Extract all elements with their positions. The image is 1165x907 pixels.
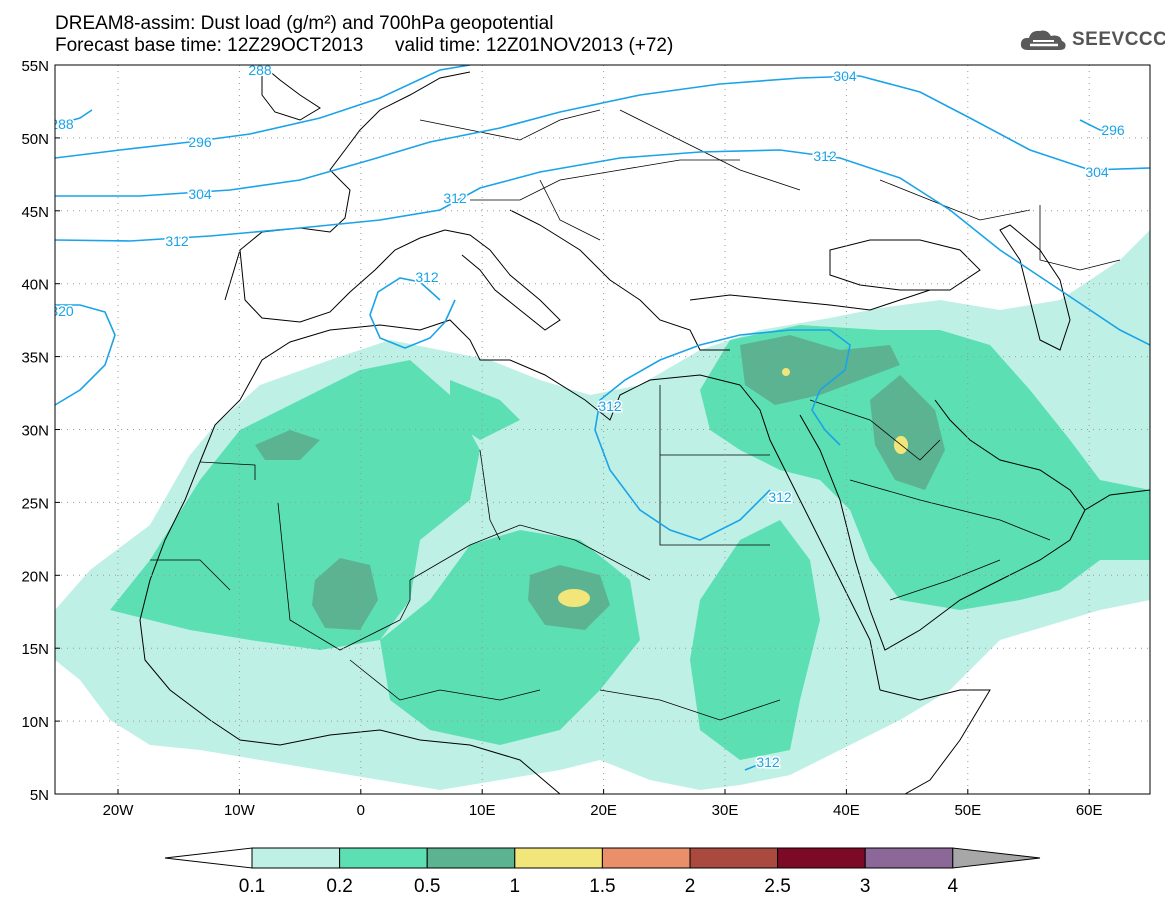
- dust-region-levant-core: [740, 335, 900, 405]
- contour-label: 320: [50, 303, 74, 319]
- contour-label: 312: [756, 754, 780, 770]
- dust-region-iraq-core: [870, 375, 945, 490]
- contour-label: 288: [50, 116, 74, 132]
- coast-north-africa: [199, 319, 741, 463]
- geopotential-contours: [55, 65, 1150, 771]
- lon-label: 0: [357, 802, 365, 819]
- lat-label: 5N: [30, 787, 49, 804]
- contour-labels: 288 288 296 296 304 304 304 312 312 312 312 312 312 3…: [50, 62, 1126, 772]
- country-borders: [150, 109, 1121, 721]
- coast-turkey: [689, 289, 931, 311]
- dust-load-shading: [55, 230, 1150, 790]
- legend-swatch: [777, 847, 866, 869]
- lon-label: 10W: [224, 802, 256, 819]
- contour-label: 296: [1101, 122, 1125, 138]
- dust-maximum-chad: [558, 589, 590, 607]
- lat-label: 10N: [21, 714, 49, 731]
- legend-tick-label: 1: [510, 876, 521, 897]
- contour-label: 312: [443, 190, 467, 206]
- dust-maximum-levant: [782, 368, 790, 376]
- lat-label: 30N: [21, 423, 49, 440]
- lat-label: 40N: [21, 277, 49, 294]
- seevccc-logo: SEEVCCC: [1018, 26, 1165, 54]
- lat-label: 55N: [21, 58, 49, 75]
- contour-304-north: [55, 75, 1150, 197]
- coastlines: [139, 65, 1150, 794]
- contour-296-ne: [1079, 119, 1125, 131]
- coast-levant-red-sea: [739, 384, 881, 691]
- lat-label: 20N: [21, 568, 49, 585]
- dust-region-mali-core: [312, 558, 378, 630]
- contour-label: 304: [833, 68, 857, 84]
- coast-caspian: [999, 224, 1071, 351]
- legend-tick-label: 1.5: [589, 876, 615, 897]
- legend-swatch: [864, 847, 954, 869]
- lat-label: 50N: [21, 131, 49, 148]
- contour-label: 304: [188, 186, 212, 202]
- contour-312-west-med: [369, 277, 456, 349]
- legend-swatch: [514, 847, 603, 869]
- coast-british-isles: [261, 65, 321, 121]
- legend-tick-label: 0.5: [414, 876, 440, 897]
- cloud-icon: [1020, 30, 1066, 50]
- legend-tick-label: 2.5: [764, 876, 790, 897]
- lat-label: 45N: [21, 204, 49, 221]
- lat-label: 35N: [21, 350, 49, 367]
- legend-tick-label: 3: [860, 876, 871, 897]
- contour-288-nw: [55, 109, 93, 126]
- legend-overflow-triangle: [952, 847, 1041, 869]
- lon-label: 50E: [954, 802, 981, 819]
- lon-label: 10E: [469, 802, 496, 819]
- graticule: [55, 65, 1150, 794]
- legend-tick-label: 4: [948, 876, 959, 897]
- coast-black-sea: [829, 239, 981, 291]
- contour-312-africa: [594, 329, 851, 541]
- forecast-time-line: Forecast base time: 12Z29OCT2013 valid t…: [55, 35, 674, 56]
- contour-label: 312: [768, 489, 792, 505]
- legend-swatch: [339, 847, 428, 869]
- dust-region-west-sahara: [110, 360, 480, 650]
- contour-label: 304: [1085, 164, 1109, 180]
- color-legend: 0.1 0.2 0.5 1 1.5 2 2.5 3 4: [164, 847, 1041, 897]
- lat-label: 15N: [21, 641, 49, 658]
- legend-swatch: [601, 847, 691, 869]
- contour-label: 312: [598, 398, 622, 414]
- lon-label: 20E: [590, 802, 617, 819]
- lon-label: 60E: [1076, 802, 1103, 819]
- lon-label: 20W: [103, 802, 135, 819]
- axis-labels: 55N 50N 45N 40N 35N 30N 25N 20N 15N 10N 5N 20W 10W 0 1…: [21, 58, 1102, 819]
- coast-horn-africa: [879, 689, 991, 794]
- dust-region-east-africa: [690, 520, 820, 760]
- map-title: DREAM8-assim: Dust load (g/m²) and 700hP…: [55, 13, 554, 34]
- coast-iberia: [239, 229, 446, 323]
- lat-label: 25N: [21, 495, 49, 512]
- legend-tick-label: 0.1: [239, 876, 265, 897]
- legend-swatch: [251, 847, 341, 869]
- legend-swatch: [689, 847, 779, 869]
- contour-label: 312: [813, 148, 837, 164]
- coast-arabia: [799, 399, 1086, 651]
- coast-italy: [444, 229, 561, 331]
- logo-text: SEEVCCC: [1072, 29, 1165, 50]
- legend-tick-label: 2: [685, 876, 696, 897]
- contour-320-west: [55, 304, 116, 406]
- dust-region-north-africa: [450, 380, 520, 440]
- contour-label: 312: [415, 269, 439, 285]
- lon-label: 30E: [712, 802, 739, 819]
- legend-tick-label: 0.2: [326, 876, 352, 897]
- dust-region-algeria-core: [255, 430, 320, 460]
- coast-balkans: [509, 209, 730, 351]
- contour-296-north: [55, 65, 471, 159]
- lon-label: 40E: [833, 802, 860, 819]
- legend-swatch: [426, 847, 516, 869]
- contour-label: 312: [165, 233, 189, 249]
- coast-persian-gulf: [1084, 489, 1150, 511]
- contour-312-north: [55, 149, 1150, 346]
- legend-underflow-triangle: [164, 847, 253, 869]
- contour-312-south: [744, 761, 766, 771]
- contour-label: 296: [188, 134, 212, 150]
- contour-label: 288: [248, 62, 272, 78]
